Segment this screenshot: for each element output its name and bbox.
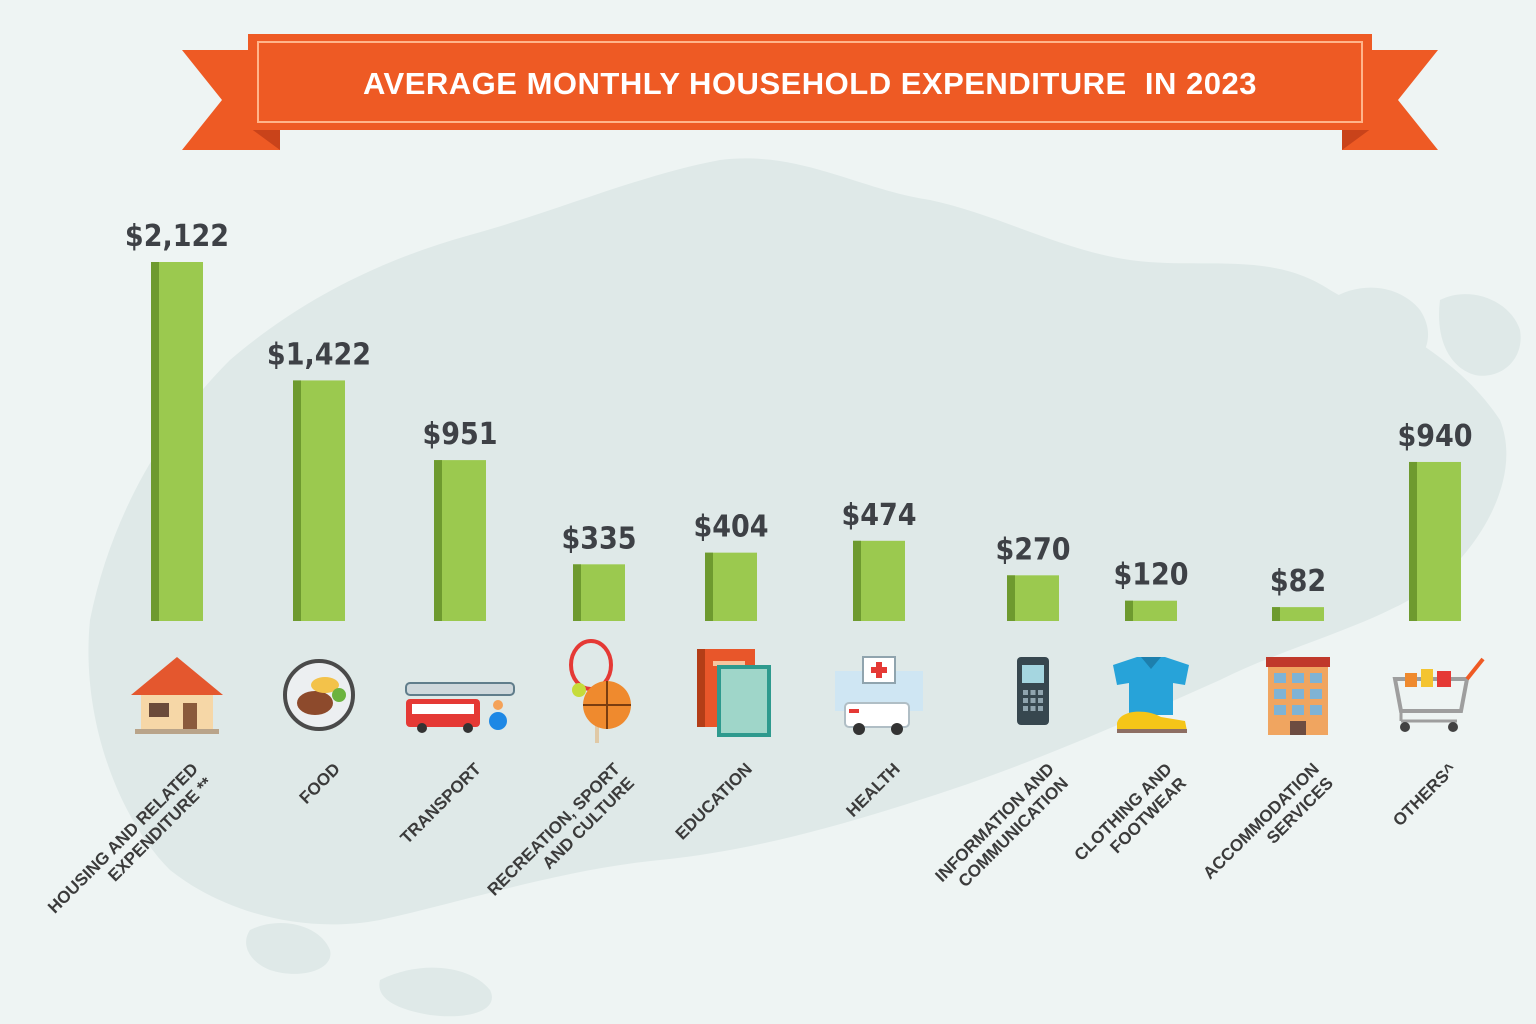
bar-body (293, 380, 345, 621)
bar-shade (1125, 600, 1133, 621)
bar-2 (293, 380, 345, 621)
bar-body (1272, 607, 1324, 621)
bar-body (1409, 461, 1461, 621)
bar-body (705, 552, 757, 621)
bar-body (1007, 575, 1059, 621)
banner-inner-border (257, 41, 1363, 123)
value-labels-layer: $2,122 $1,422 $951 $335 $404 $474 $270 $120 $82 $… (125, 219, 1473, 599)
bar-body (573, 564, 625, 621)
bar-8 (1125, 600, 1177, 621)
house-icon (131, 657, 223, 734)
bar-9 (1272, 607, 1324, 621)
value-label: $2,122 (125, 219, 229, 254)
bar-10 (1409, 461, 1461, 621)
value-label: $1,422 (267, 337, 371, 372)
hotel-icon (1266, 657, 1330, 735)
books-icon (697, 649, 771, 737)
bar-1 (151, 262, 203, 621)
bar-shade (293, 380, 301, 621)
banner-right-fold (1342, 128, 1372, 150)
bar-7 (1007, 575, 1059, 621)
value-label: $940 (1397, 419, 1472, 454)
value-label: $951 (422, 417, 497, 452)
bar-body (853, 540, 905, 621)
value-label: $335 (561, 521, 636, 556)
bar-body (151, 262, 203, 621)
bar-5 (705, 552, 757, 621)
bar-shade (1409, 461, 1417, 621)
icons-layer (131, 639, 1485, 743)
food-plate-icon (283, 659, 355, 731)
hospital-ambulance-icon (835, 656, 923, 735)
banner-body (248, 34, 1372, 130)
value-label: $474 (841, 498, 916, 533)
mobile-phone-icon (1017, 657, 1049, 725)
value-label: $82 (1270, 564, 1326, 599)
bar-6 (853, 540, 905, 621)
chart-title: AVERAGE MONTHLY HOUSEHOLD EXPENDITURE IN… (363, 66, 1257, 101)
title-banner: AVERAGE MONTHLY HOUSEHOLD EXPENDITURE IN… (182, 34, 1438, 150)
value-label: $270 (995, 532, 1070, 567)
bar-shade (573, 564, 581, 621)
bar-shade (705, 552, 713, 621)
bars-layer (151, 262, 1461, 621)
bar-shade (1007, 575, 1015, 621)
bar-shade (434, 460, 442, 621)
category-label-line: ACCOMMODATION (1199, 759, 1322, 882)
bar-body (1125, 600, 1177, 621)
bar-shade (151, 262, 159, 621)
bar-3 (434, 460, 486, 621)
category-label: OTHERS^ (1389, 759, 1460, 830)
bus-train-icon (405, 682, 515, 733)
shirt-shoe-icon (1113, 657, 1189, 733)
value-label: $404 (693, 510, 768, 545)
bar-body (434, 460, 486, 621)
shopping-cart-icon (1392, 657, 1485, 732)
bar-shade (1272, 607, 1280, 621)
value-label: $120 (1113, 558, 1188, 593)
banner-left-fold (250, 128, 280, 150)
sports-balls-icon (569, 639, 631, 743)
category-label-line: OTHERS^ (1389, 759, 1460, 830)
map-silhouette (88, 158, 1521, 1017)
bar-shade (853, 540, 861, 621)
bar-4 (573, 564, 625, 621)
